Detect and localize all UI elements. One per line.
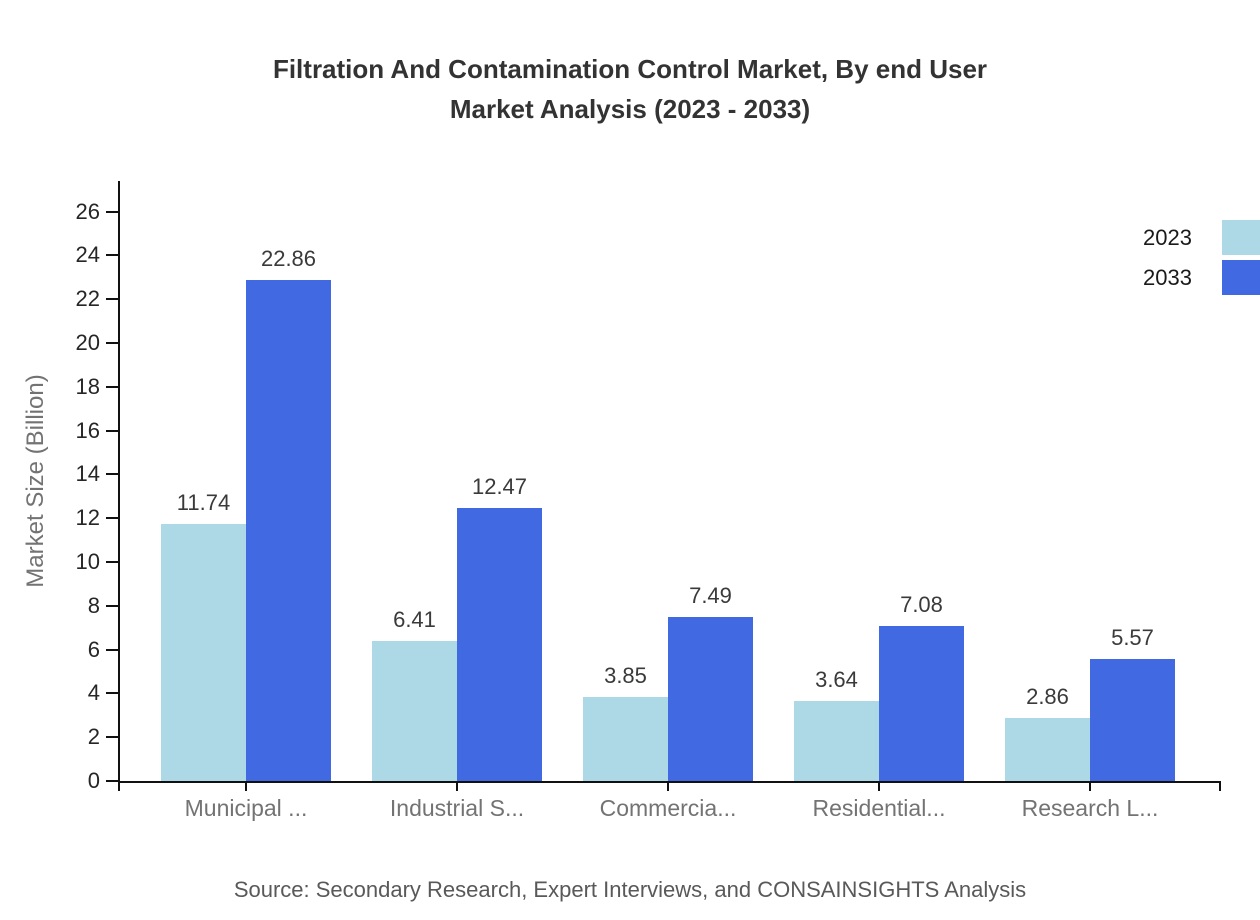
y-tick <box>106 429 118 432</box>
bar-2033 <box>457 507 542 781</box>
y-tick <box>106 736 118 739</box>
y-tick <box>106 385 118 388</box>
y-tick <box>106 473 118 476</box>
chart-title-line1: Filtration And Contamination Control Mar… <box>272 54 988 84</box>
y-tick-label: 0 <box>87 768 100 793</box>
value-label: 5.57 <box>1111 625 1154 651</box>
bar-2023 <box>794 701 879 781</box>
legend-swatch-2023 <box>1222 220 1260 255</box>
legend-label-2033: 2033 <box>1143 264 1192 290</box>
y-tick-label: 12 <box>75 505 100 531</box>
y-tick <box>106 692 118 695</box>
bar-2033 <box>879 625 964 781</box>
value-label: 2.86 <box>1026 684 1069 710</box>
chart-title: Filtration And Contamination Control Mar… <box>0 49 1260 129</box>
x-tick <box>1089 781 1091 791</box>
y-tick <box>106 254 118 257</box>
y-tick-label: 2 <box>87 724 100 750</box>
value-label: 11.74 <box>176 489 231 515</box>
y-tick <box>106 780 118 782</box>
value-label: 12.47 <box>471 473 528 499</box>
x-axis-end-tick <box>1219 781 1221 791</box>
y-tick-label: 4 <box>87 680 100 706</box>
y-tick <box>106 604 118 607</box>
chart-title-line2: Market Analysis (2023 - 2033) <box>449 94 811 124</box>
source-note: Source: Secondary Research, Expert Inter… <box>233 877 1027 902</box>
legend-swatch-2033 <box>1222 260 1260 295</box>
y-tick-label: 24 <box>75 242 100 268</box>
y-tick <box>106 648 118 651</box>
value-label: 7.08 <box>900 591 943 617</box>
bar-2023 <box>1005 718 1090 781</box>
y-tick <box>106 517 118 520</box>
bar-2033 <box>668 617 753 781</box>
y-tick-label: 18 <box>75 373 100 399</box>
y-tick-label: 22 <box>75 286 100 312</box>
x-axis-end-tick <box>118 781 120 791</box>
y-tick-label: 6 <box>87 636 100 662</box>
y-tick-label: 8 <box>87 592 100 618</box>
bar-2033 <box>246 280 331 781</box>
y-tick <box>106 342 118 345</box>
category-label: Residential... <box>812 795 946 821</box>
y-tick <box>106 298 118 301</box>
value-label: 3.85 <box>604 662 647 688</box>
category-label: Research L... <box>1021 795 1159 821</box>
x-axis-line <box>118 781 1221 783</box>
plot-area: 0 2 4 6 8 10 12 14 16 18 20 22 24 26 Municipal ... 11.7… <box>76 181 1221 821</box>
value-label: 22.86 <box>260 246 317 272</box>
legend: 2023 2033 <box>1143 220 1260 295</box>
bar-2033 <box>1090 659 1175 781</box>
legend-item-2023: 2023 <box>1143 220 1260 255</box>
bar-2023 <box>372 640 457 781</box>
y-tick <box>106 561 118 564</box>
category-label: Industrial S... <box>389 795 525 821</box>
y-tick <box>106 210 118 213</box>
value-label: 3.64 <box>815 667 858 693</box>
category-label: Commercia... <box>599 795 737 821</box>
value-label: 7.49 <box>689 583 732 608</box>
x-tick <box>245 781 247 791</box>
legend-label-2023: 2023 <box>1143 224 1192 250</box>
category-label: Municipal ... <box>184 795 308 821</box>
bar-2023 <box>161 523 246 781</box>
y-tick-label: 16 <box>75 417 100 443</box>
bar-2023 <box>583 696 668 781</box>
x-tick <box>456 781 458 791</box>
y-tick-label: 20 <box>75 330 100 356</box>
x-tick <box>878 781 880 791</box>
legend-item-2033: 2033 <box>1143 260 1260 295</box>
y-tick-label: 14 <box>75 461 100 487</box>
value-label: 6.41 <box>393 606 436 632</box>
y-axis-line <box>118 181 120 791</box>
x-tick <box>667 781 669 791</box>
y-tick-label: 26 <box>75 198 100 224</box>
y-tick-label: 10 <box>75 549 100 575</box>
